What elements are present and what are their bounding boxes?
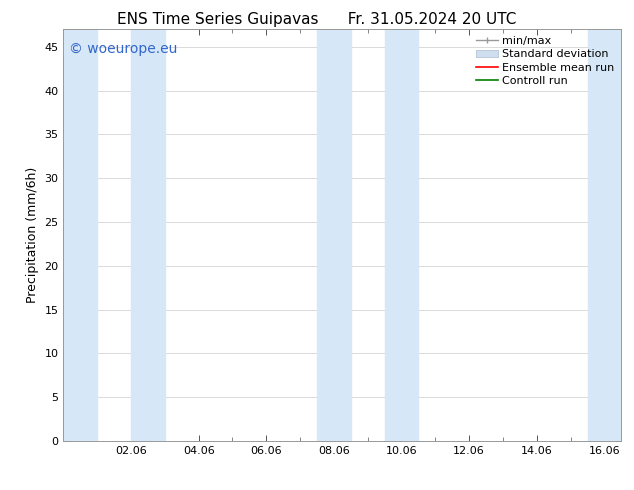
Bar — [317, 29, 351, 441]
Bar — [131, 29, 165, 441]
Y-axis label: Precipitation (mm/6h): Precipitation (mm/6h) — [26, 167, 39, 303]
Legend: min/max, Standard deviation, Ensemble mean run, Controll run: min/max, Standard deviation, Ensemble me… — [471, 32, 619, 91]
Bar — [588, 29, 621, 441]
Bar — [63, 29, 97, 441]
Text: © woeurope.eu: © woeurope.eu — [69, 42, 178, 56]
Bar — [385, 29, 418, 441]
Text: ENS Time Series Guipavas      Fr. 31.05.2024 20 UTC: ENS Time Series Guipavas Fr. 31.05.2024 … — [117, 12, 517, 27]
